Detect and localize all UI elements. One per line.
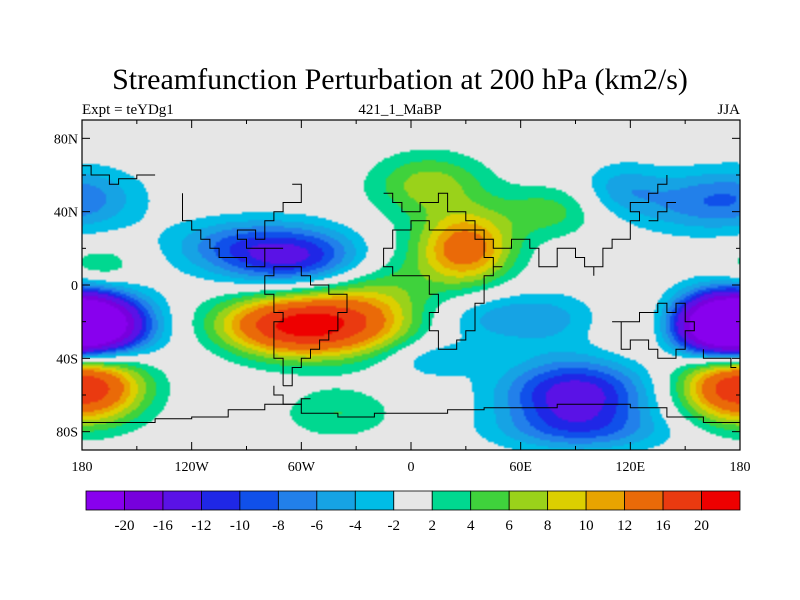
- colorbar-label: -4: [349, 518, 362, 534]
- colorbar-label: 2: [428, 518, 436, 534]
- colorbar-box: [508, 490, 549, 511]
- coastline-3: [612, 302, 695, 359]
- colorbar-label: -20: [114, 518, 134, 534]
- colorbar-box: [124, 490, 164, 511]
- colorbar-label: 12: [617, 518, 632, 534]
- contour-field: [82, 120, 740, 450]
- y-tick-label: 40N: [54, 206, 78, 221]
- colorbar-box: [316, 490, 356, 511]
- coastline-2: [182, 183, 302, 268]
- colorbar-box: [701, 490, 741, 511]
- coastline-6: [82, 160, 156, 185]
- colorbar-box: [239, 490, 279, 511]
- colorbar-label: -12: [191, 518, 211, 534]
- experiment-label: Expt = teYDg1: [82, 102, 174, 118]
- colorbar-label: 16: [656, 518, 672, 534]
- colorbar-labels: -20 -16 -12 -10 -8 -6 -4 -2 2 4 6 8 10 12 16 20: [114, 518, 709, 534]
- y-tick-label: 40S: [56, 352, 78, 367]
- y-tick-label: 80S: [56, 426, 78, 441]
- colorbar: [85, 490, 741, 511]
- colorbar-label: -6: [311, 518, 324, 534]
- coastline-4: [82, 403, 740, 423]
- colorbar-box: [470, 490, 510, 511]
- colorbar-box: [85, 490, 125, 511]
- coastlines: [82, 160, 740, 423]
- coastline-5: [273, 385, 311, 405]
- colorbar-label: -16: [153, 518, 173, 534]
- x-tick-label: 0: [408, 460, 415, 475]
- colorbar-label: 4: [467, 518, 475, 534]
- coastline-0: [383, 175, 668, 350]
- x-tick-label: 120W: [175, 460, 210, 475]
- colorbar-label: -8: [272, 518, 285, 534]
- y-tick-labels: 80N 40N 0 40S 80S: [54, 132, 78, 440]
- colorbar-label: -10: [230, 518, 250, 534]
- colorbar-box: [201, 490, 241, 511]
- coastline-9: [702, 349, 737, 368]
- colorbar-box: [585, 490, 625, 511]
- y-tick-label: 80N: [54, 132, 78, 147]
- x-tick-label: 60E: [509, 460, 532, 475]
- x-tick-labels: 180 120W 60W 0 60E 120E 180: [72, 460, 751, 475]
- y-tick-label: 0: [71, 279, 78, 294]
- coastline-1: [264, 266, 348, 387]
- axis-ticks: [81, 120, 741, 450]
- x-tick-label: 120E: [616, 460, 646, 475]
- coastline-7: [648, 202, 676, 222]
- colorbar-box: [393, 490, 433, 511]
- x-tick-label: 180: [730, 460, 751, 475]
- colorbar-box: [547, 490, 587, 511]
- colorbar-box: [277, 490, 318, 511]
- colorbar-box: [624, 490, 664, 511]
- chart-title: Streamfunction Perturbation at 200 hPa (…: [112, 63, 688, 96]
- colorbar-box: [162, 490, 202, 511]
- x-tick-label: 60W: [288, 460, 316, 475]
- colorbar-label: 6: [505, 518, 513, 534]
- colorbar-box: [431, 490, 472, 511]
- colorbar-box: [662, 490, 702, 511]
- run-label: 421_1_MaBP: [358, 102, 442, 118]
- season-label: JJA: [717, 102, 740, 118]
- colorbar-label: 8: [544, 518, 552, 534]
- x-tick-label: 180: [72, 460, 93, 475]
- colorbar-label: 20: [694, 518, 709, 534]
- colorbar-box: [354, 490, 395, 511]
- colorbar-label: -2: [388, 518, 401, 534]
- colorbar-label: 10: [579, 518, 594, 534]
